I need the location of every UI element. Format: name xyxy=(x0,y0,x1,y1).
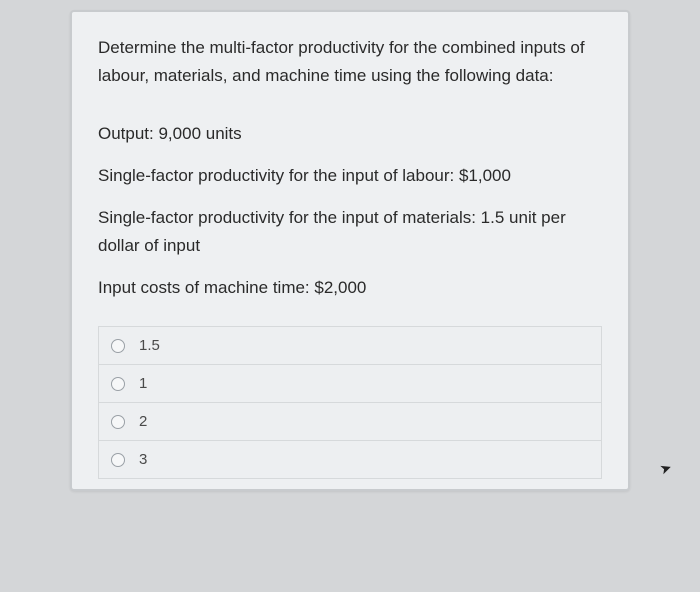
answer-options: 1.5 1 2 3 xyxy=(98,326,602,479)
radio-icon xyxy=(111,339,125,353)
data-line: Single-factor productivity for the input… xyxy=(98,204,602,260)
data-line: Single-factor productivity for the input… xyxy=(98,162,602,190)
option-label: 1.5 xyxy=(139,337,160,354)
option-label: 1 xyxy=(139,375,147,392)
option-row[interactable]: 1.5 xyxy=(99,327,601,365)
question-data-block: Output: 9,000 units Single-factor produc… xyxy=(98,120,602,302)
option-row[interactable]: 2 xyxy=(99,403,601,441)
question-prompt: Determine the multi-factor productivity … xyxy=(98,34,602,90)
option-row[interactable]: 3 xyxy=(99,441,601,479)
question-card: Determine the multi-factor productivity … xyxy=(70,10,630,491)
radio-icon xyxy=(111,453,125,467)
option-label: 2 xyxy=(139,413,147,430)
data-line: Input costs of machine time: $2,000 xyxy=(98,274,602,302)
radio-icon xyxy=(111,377,125,391)
radio-icon xyxy=(111,415,125,429)
option-label: 3 xyxy=(139,451,147,468)
option-row[interactable]: 1 xyxy=(99,365,601,403)
data-line: Output: 9,000 units xyxy=(98,120,602,148)
mouse-cursor-icon: ➤ xyxy=(657,459,674,479)
